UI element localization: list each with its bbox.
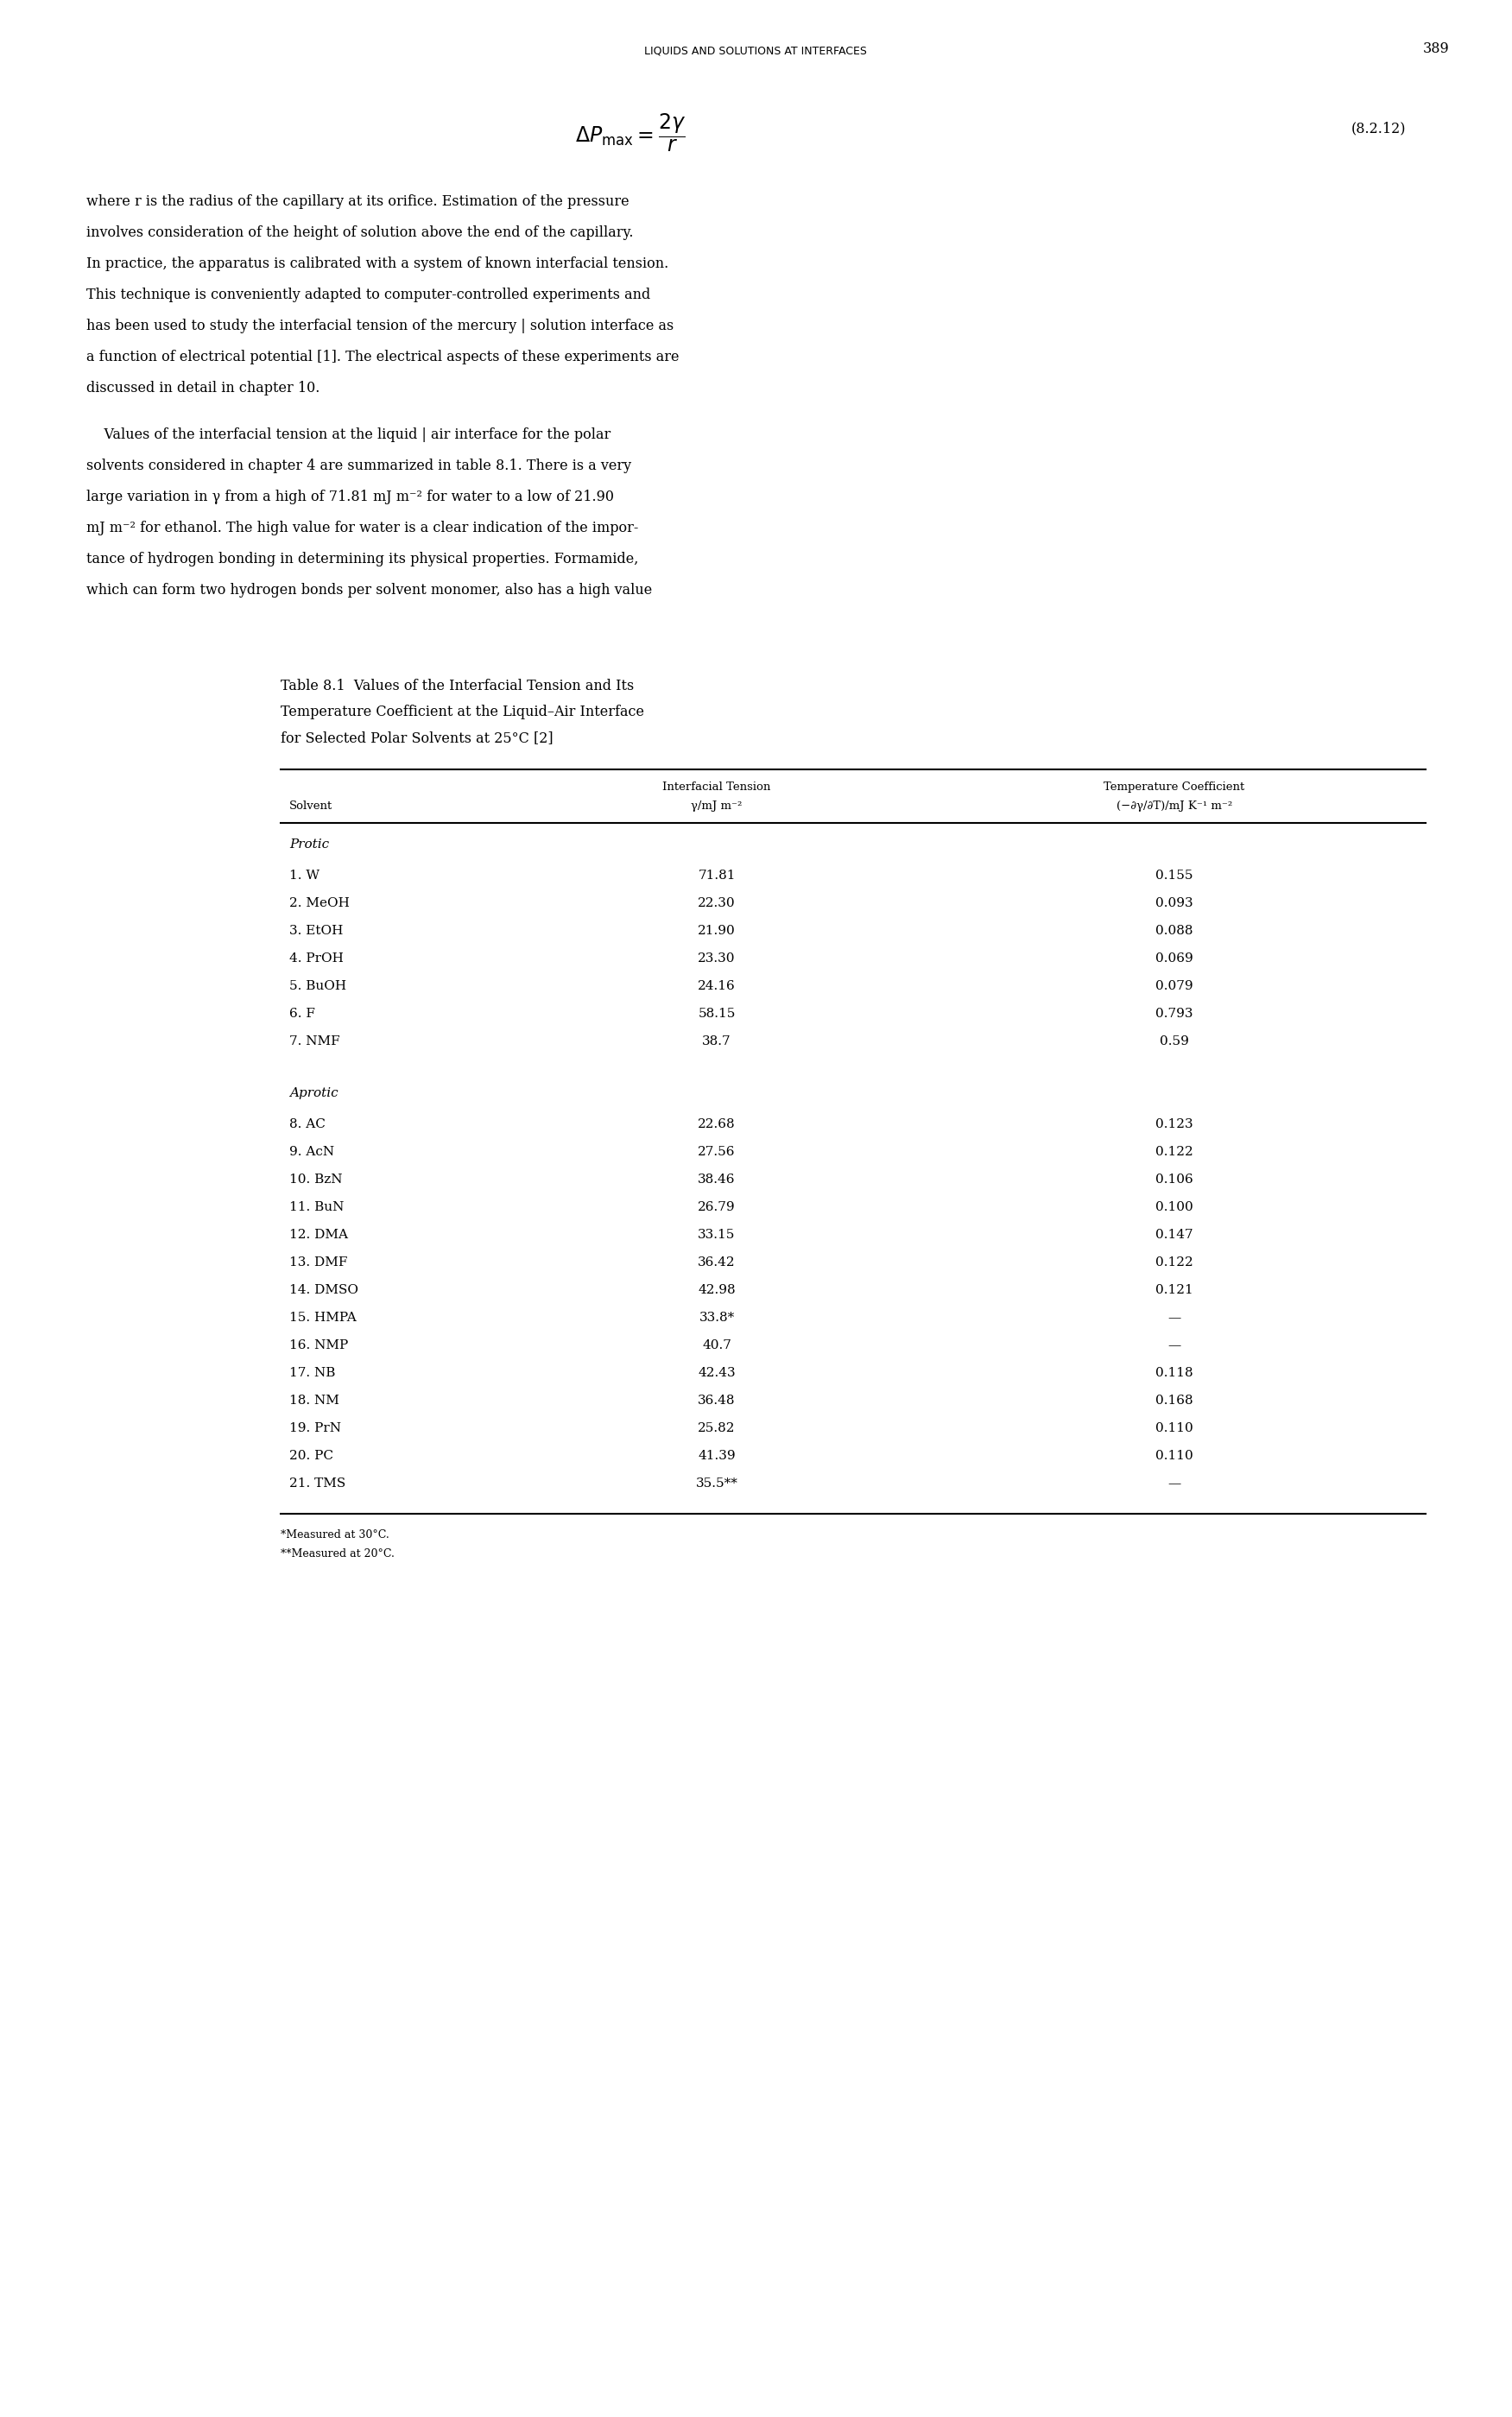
Text: Aprotic: Aprotic bbox=[289, 1088, 339, 1100]
Text: large variation in γ from a high of 71.81 mJ m⁻² for water to a low of 21.90: large variation in γ from a high of 71.8… bbox=[86, 491, 614, 505]
Text: 0.123: 0.123 bbox=[1155, 1119, 1193, 1131]
Text: 0.122: 0.122 bbox=[1155, 1146, 1193, 1158]
Text: Values of the interfacial tension at the liquid | air interface for the polar: Values of the interfacial tension at the… bbox=[86, 428, 611, 442]
Text: 0.069: 0.069 bbox=[1155, 952, 1193, 964]
Text: 0.093: 0.093 bbox=[1155, 897, 1193, 909]
Text: 10. BzN: 10. BzN bbox=[289, 1175, 342, 1187]
Text: a function of electrical potential [1]. The electrical aspects of these experime: a function of electrical potential [1]. … bbox=[86, 350, 679, 365]
Text: 21. TMS: 21. TMS bbox=[289, 1477, 346, 1489]
Text: 0.100: 0.100 bbox=[1155, 1201, 1193, 1213]
Text: 1. W: 1. W bbox=[289, 870, 319, 882]
Text: 0.147: 0.147 bbox=[1155, 1228, 1193, 1240]
Text: Interfacial Tension: Interfacial Tension bbox=[662, 781, 771, 793]
Text: 36.48: 36.48 bbox=[699, 1395, 735, 1407]
Text: solvents considered in chapter 4 are summarized in table 8.1. There is a very: solvents considered in chapter 4 are sum… bbox=[86, 459, 632, 474]
Text: involves consideration of the height of solution above the end of the capillary.: involves consideration of the height of … bbox=[86, 225, 634, 239]
Text: γ/mJ m⁻²: γ/mJ m⁻² bbox=[691, 800, 742, 812]
Text: **Measured at 20°C.: **Measured at 20°C. bbox=[281, 1549, 395, 1559]
Text: 11. BuN: 11. BuN bbox=[289, 1201, 345, 1213]
Text: 36.42: 36.42 bbox=[699, 1257, 735, 1269]
Text: 0.106: 0.106 bbox=[1155, 1175, 1193, 1187]
Text: 0.088: 0.088 bbox=[1155, 926, 1193, 938]
Text: 26.79: 26.79 bbox=[699, 1201, 735, 1213]
Text: LIQUIDS AND SOLUTIONS AT INTERFACES: LIQUIDS AND SOLUTIONS AT INTERFACES bbox=[644, 46, 866, 56]
Text: 20. PC: 20. PC bbox=[289, 1450, 333, 1462]
Text: 6. F: 6. F bbox=[289, 1008, 314, 1020]
Text: 0.793: 0.793 bbox=[1155, 1008, 1193, 1020]
Text: 0.155: 0.155 bbox=[1155, 870, 1193, 882]
Text: 12. DMA: 12. DMA bbox=[289, 1228, 348, 1240]
Text: 27.56: 27.56 bbox=[699, 1146, 735, 1158]
Text: 71.81: 71.81 bbox=[699, 870, 735, 882]
Text: 21.90: 21.90 bbox=[699, 926, 736, 938]
Text: 389: 389 bbox=[1423, 41, 1450, 56]
Text: —: — bbox=[1167, 1312, 1181, 1325]
Text: 0.121: 0.121 bbox=[1155, 1283, 1193, 1296]
Text: where r is the radius of the capillary at its orifice. Estimation of the pressur: where r is the radius of the capillary a… bbox=[86, 193, 629, 208]
Text: 42.43: 42.43 bbox=[699, 1368, 735, 1380]
Text: 22.68: 22.68 bbox=[699, 1119, 735, 1131]
Text: for Selected Polar Solvents at 25°C [2]: for Selected Polar Solvents at 25°C [2] bbox=[281, 730, 553, 744]
Text: 0.168: 0.168 bbox=[1155, 1395, 1193, 1407]
Text: 9. AcN: 9. AcN bbox=[289, 1146, 334, 1158]
Text: 22.30: 22.30 bbox=[699, 897, 735, 909]
Text: 25.82: 25.82 bbox=[699, 1421, 735, 1433]
Text: discussed in detail in chapter 10.: discussed in detail in chapter 10. bbox=[86, 382, 321, 396]
Text: 58.15: 58.15 bbox=[699, 1008, 735, 1020]
Text: Temperature Coefficient: Temperature Coefficient bbox=[1104, 781, 1244, 793]
Text: 13. DMF: 13. DMF bbox=[289, 1257, 348, 1269]
Text: 15. HMPA: 15. HMPA bbox=[289, 1312, 357, 1325]
Text: $\Delta P_{\mathrm{max}} = \dfrac{2\gamma}{r}$: $\Delta P_{\mathrm{max}} = \dfrac{2\gamm… bbox=[575, 111, 686, 155]
Text: 35.5**: 35.5** bbox=[696, 1477, 738, 1489]
Text: 19. PrN: 19. PrN bbox=[289, 1421, 342, 1433]
Text: 41.39: 41.39 bbox=[699, 1450, 735, 1462]
Text: 0.110: 0.110 bbox=[1155, 1421, 1193, 1433]
Text: 18. NM: 18. NM bbox=[289, 1395, 339, 1407]
Text: 0.079: 0.079 bbox=[1155, 981, 1193, 993]
Text: In practice, the apparatus is calibrated with a system of known interfacial tens: In practice, the apparatus is calibrated… bbox=[86, 256, 668, 271]
Text: mJ m⁻² for ethanol. The high value for water is a clear indication of the impor-: mJ m⁻² for ethanol. The high value for w… bbox=[86, 520, 638, 537]
Text: 7. NMF: 7. NMF bbox=[289, 1034, 340, 1047]
Text: 14. DMSO: 14. DMSO bbox=[289, 1283, 358, 1296]
Text: 0.122: 0.122 bbox=[1155, 1257, 1193, 1269]
Text: 38.46: 38.46 bbox=[699, 1175, 735, 1187]
Text: 33.15: 33.15 bbox=[699, 1228, 735, 1240]
Text: which can form two hydrogen bonds per solvent monomer, also has a high value: which can form two hydrogen bonds per so… bbox=[86, 582, 652, 597]
Text: 0.59: 0.59 bbox=[1160, 1034, 1188, 1047]
Text: 23.30: 23.30 bbox=[699, 952, 735, 964]
Text: (−∂γ/∂T)/mJ K⁻¹ m⁻²: (−∂γ/∂T)/mJ K⁻¹ m⁻² bbox=[1116, 800, 1232, 812]
Text: *Measured at 30°C.: *Measured at 30°C. bbox=[281, 1530, 389, 1540]
Text: 33.8*: 33.8* bbox=[699, 1312, 735, 1325]
Text: has been used to study the interfacial tension of the mercury | solution interfa: has been used to study the interfacial t… bbox=[86, 319, 674, 334]
Text: 16. NMP: 16. NMP bbox=[289, 1339, 348, 1351]
Text: 4. PrOH: 4. PrOH bbox=[289, 952, 343, 964]
Text: 3. EtOH: 3. EtOH bbox=[289, 926, 343, 938]
Text: 24.16: 24.16 bbox=[699, 981, 736, 993]
Text: This technique is conveniently adapted to computer-controlled experiments and: This technique is conveniently adapted t… bbox=[86, 288, 650, 302]
Text: Temperature Coefficient at the Liquid–Air Interface: Temperature Coefficient at the Liquid–Ai… bbox=[281, 706, 644, 720]
Text: (8.2.12): (8.2.12) bbox=[1352, 121, 1406, 135]
Text: Solvent: Solvent bbox=[289, 800, 333, 812]
Text: Table 8.1  Values of the Interfacial Tension and Its: Table 8.1 Values of the Interfacial Tens… bbox=[281, 679, 634, 694]
Text: 2. MeOH: 2. MeOH bbox=[289, 897, 349, 909]
Text: —: — bbox=[1167, 1477, 1181, 1489]
Text: 38.7: 38.7 bbox=[702, 1034, 732, 1047]
Text: 17. NB: 17. NB bbox=[289, 1368, 336, 1380]
Text: 8. AC: 8. AC bbox=[289, 1119, 325, 1131]
Text: tance of hydrogen bonding in determining its physical properties. Formamide,: tance of hydrogen bonding in determining… bbox=[86, 551, 638, 566]
Text: —: — bbox=[1167, 1339, 1181, 1351]
Text: 5. BuOH: 5. BuOH bbox=[289, 981, 346, 993]
Text: 0.118: 0.118 bbox=[1155, 1368, 1193, 1380]
Text: 40.7: 40.7 bbox=[702, 1339, 732, 1351]
Text: 42.98: 42.98 bbox=[699, 1283, 735, 1296]
Text: Protic: Protic bbox=[289, 839, 330, 851]
Text: 0.110: 0.110 bbox=[1155, 1450, 1193, 1462]
